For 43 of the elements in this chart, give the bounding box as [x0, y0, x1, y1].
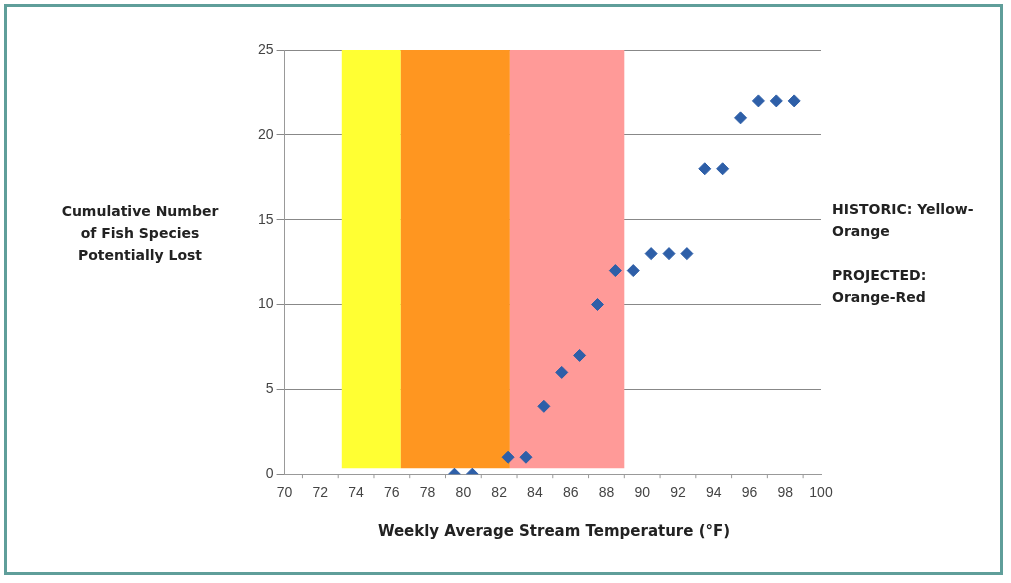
x-tick-label: 94	[705, 484, 722, 501]
point	[644, 247, 658, 261]
point	[716, 162, 730, 176]
x-tick-label: 80	[455, 484, 472, 501]
point	[662, 247, 676, 261]
point	[573, 348, 587, 362]
text: PROJECTED: Orange-Red	[832, 266, 928, 307]
point	[787, 94, 801, 108]
x-tick-label: 72	[312, 484, 329, 501]
y-tick-label: 0	[265, 465, 274, 482]
point	[734, 111, 748, 125]
x-tick-label: 70	[276, 484, 293, 501]
x-tick-label: 82	[491, 484, 508, 501]
x-tick-label: 78	[419, 484, 436, 501]
x-tick-label: 88	[598, 484, 615, 501]
x-tick-label: 92	[670, 484, 686, 501]
point	[501, 450, 515, 464]
point	[698, 162, 712, 176]
point	[590, 298, 604, 312]
x-tick-label: 100	[809, 484, 833, 501]
point	[555, 365, 569, 379]
text: HISTORIC: Yellow-Orange	[832, 200, 975, 241]
y-tick-label: 10	[257, 295, 274, 312]
point	[680, 247, 694, 261]
point	[608, 264, 622, 278]
y-tick-label: 25	[257, 40, 274, 57]
point	[519, 450, 533, 464]
x-tick-label: 76	[384, 484, 400, 501]
point	[626, 264, 640, 278]
x-tick-label: 96	[741, 484, 758, 501]
x-tick-label: 84	[527, 484, 543, 501]
x-axis-title: Weekly Average Stream Temperature (°F)	[376, 521, 732, 542]
y-tick-label: 5	[265, 380, 274, 397]
x-tick-label: 74	[348, 484, 365, 501]
point	[769, 94, 783, 108]
x-tick-label: 90	[634, 484, 651, 501]
point	[751, 94, 765, 108]
point	[537, 399, 551, 413]
y-tick-label: 15	[257, 210, 274, 227]
y-tick-label: 20	[257, 125, 274, 142]
y-axis-title: Cumulative Number of Fish Species Potentially Lost	[60, 202, 220, 265]
x-tick-label: 98	[777, 484, 794, 501]
x-tick-label: 86	[562, 484, 579, 501]
